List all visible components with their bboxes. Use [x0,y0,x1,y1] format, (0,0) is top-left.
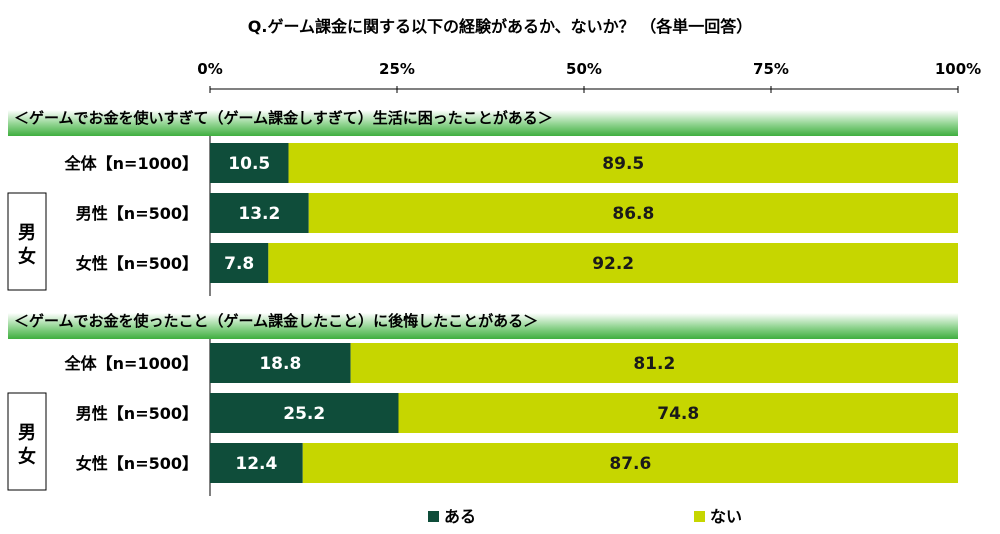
data-label: 18.8 [259,354,301,374]
bar-segment-aru [210,393,399,433]
bar-segment-aru [210,143,289,183]
question-group: ＜ゲームでお金を使いすぎて（ゲーム課金しすぎて）生活に困ったことがある＞ 男女 全体… [7,109,959,296]
bar-segment-nai [308,193,959,233]
gender-group-label: 女 [18,446,36,468]
x-tick-label: 0% [197,60,222,78]
legend-label: ない [710,507,742,526]
gender-group-label: 女 [18,246,36,268]
data-label: 89.5 [602,154,644,174]
data-label: 12.4 [235,454,277,474]
gender-group-box [7,192,47,291]
data-label: 13.2 [238,204,280,224]
question-group: ＜ゲームでお金を使ったこと（ゲーム課金したこと）に後悔したことがある＞ 男女 全体【… [7,312,959,496]
x-tick-label: 50% [566,60,602,78]
group-heading: ＜ゲームでお金を使いすぎて（ゲーム課金しすぎて）生活に困ったことがある＞ [14,109,553,127]
data-label: 74.8 [657,404,699,424]
data-label: 10.5 [228,154,270,174]
bar-segment-nai [268,243,958,283]
gender-group-label: 男 [18,423,36,444]
chart-title: Q.ゲーム課金に関する以下の経験があるか、ないか？ （各単一回答） [248,17,752,36]
gender-group-label: 男 [18,223,36,244]
bar-segment-nai [288,143,958,183]
bar-segment-aru [210,193,309,233]
row-label: 男性【n=500】 [76,204,198,223]
data-label: 7.8 [224,254,254,274]
legend-swatch [428,511,439,522]
x-tick-label: 100% [935,60,981,78]
x-tick-label: 25% [379,60,415,78]
legend-label: ある [444,507,476,526]
bar-segment-nai [302,443,958,483]
data-label: 92.2 [592,254,634,274]
row-label: 全体【n=1000】 [64,354,198,373]
legend-swatch [694,511,705,522]
group-header-band [8,313,958,339]
data-label: 86.8 [612,204,654,224]
group-heading: ＜ゲームでお金を使ったこと（ゲーム課金したこと）に後悔したことがある＞ [14,312,538,330]
bar-segment-nai [398,393,959,433]
x-tick-label: 75% [753,60,789,78]
row-label: 全体【n=1000】 [64,154,198,173]
row-label: 女性【n=500】 [76,454,198,473]
bar-segment-aru [210,243,269,283]
group-header-band [8,110,958,136]
row-label: 男性【n=500】 [76,404,198,423]
bar-segment-aru [210,443,303,483]
data-label: 81.2 [633,354,675,374]
bar-segment-nai [350,343,958,383]
data-label: 25.2 [283,404,325,424]
data-label: 87.6 [609,454,651,474]
gender-group-box [7,392,47,491]
bar-segment-aru [210,343,351,383]
row-label: 女性【n=500】 [76,254,198,273]
